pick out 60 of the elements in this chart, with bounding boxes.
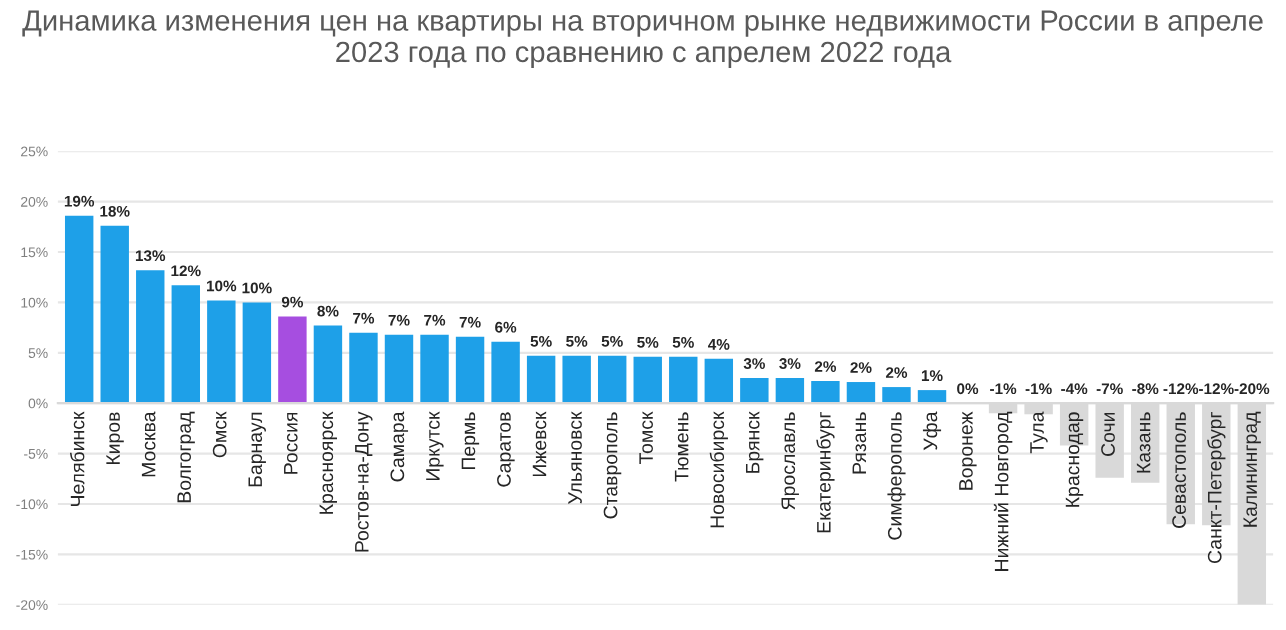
x-tick-label: Челябинск bbox=[69, 411, 85, 506]
x-tick-label: Казань bbox=[1136, 412, 1151, 473]
x-tick-label: Калининград bbox=[1243, 411, 1261, 527]
x-tick-label: Саратов bbox=[497, 412, 515, 487]
bar bbox=[455, 336, 485, 404]
x-tick-label: Нижний Новгород bbox=[993, 411, 1013, 571]
bar bbox=[846, 382, 876, 404]
bar bbox=[704, 358, 734, 404]
bar bbox=[740, 378, 769, 404]
bar bbox=[917, 390, 947, 404]
bar bbox=[242, 302, 272, 404]
x-tick-label: Москва bbox=[141, 411, 156, 477]
bar bbox=[491, 341, 520, 404]
x-tick-label: Россия bbox=[284, 412, 298, 474]
x-tick-label: Новосибирск bbox=[709, 411, 728, 528]
x-tick-label: Воронеж bbox=[959, 411, 977, 490]
bar bbox=[207, 300, 236, 404]
bar bbox=[278, 316, 307, 404]
bar bbox=[633, 356, 662, 404]
x-tick-label: Симферополь bbox=[887, 412, 906, 540]
x-tick-label: Брянск bbox=[745, 411, 764, 473]
x-tick-label: Ижевск bbox=[532, 411, 547, 477]
bar bbox=[313, 325, 343, 404]
x-tick-label: Барнаул bbox=[248, 412, 266, 487]
x-tick-label: Краснодар bbox=[1065, 412, 1084, 507]
x-tick-label: Ростов-на-Дону bbox=[355, 411, 373, 552]
bar bbox=[669, 356, 698, 404]
x-tick-label: Томск bbox=[639, 411, 653, 464]
x-tick-label: Санкт-Петербург bbox=[1207, 412, 1226, 564]
bar bbox=[420, 334, 449, 404]
bar bbox=[171, 285, 201, 404]
bar bbox=[562, 355, 591, 404]
x-tick-label: Рязань bbox=[852, 412, 867, 474]
x-tick-label: Киров bbox=[106, 412, 124, 465]
x-tick-label: Ярославль bbox=[781, 412, 799, 510]
x-tick-label: Пермь bbox=[461, 412, 480, 470]
x-tick-label: Севастополь bbox=[1172, 412, 1186, 528]
bar bbox=[597, 355, 627, 404]
bar bbox=[349, 332, 378, 404]
x-tick-label: Ставрополь bbox=[603, 412, 622, 519]
bar bbox=[384, 334, 414, 404]
bar bbox=[882, 387, 911, 404]
bar bbox=[136, 270, 165, 404]
bar bbox=[64, 215, 94, 404]
x-tick-label: Ульяновск bbox=[568, 411, 582, 504]
bar bbox=[526, 355, 556, 404]
x-tick-label: Екатеринбург bbox=[816, 412, 835, 533]
x-tick-label: Омск bbox=[212, 411, 227, 458]
bar bbox=[811, 381, 840, 404]
chart-title: Динамика изменения цен на квартиры на вторичном рынке недвижимости России в апреле 2023 года по сравнению с апрелем 2022 года bbox=[22, 10, 1263, 69]
x-tick-label: Волгоград bbox=[177, 411, 195, 503]
x-tick-label: Уфа bbox=[922, 411, 942, 451]
x-tick-label: Красноярск bbox=[319, 411, 337, 514]
x-tick-label: Иркутск bbox=[426, 411, 444, 481]
x-tick-label: Самара bbox=[390, 411, 409, 482]
x-tick-label: Тула bbox=[1030, 411, 1048, 454]
x-tick-label: Сочи bbox=[1101, 412, 1115, 456]
x-tick-label: Тюмень bbox=[674, 412, 689, 482]
bar bbox=[100, 225, 129, 404]
bar bbox=[775, 378, 805, 404]
